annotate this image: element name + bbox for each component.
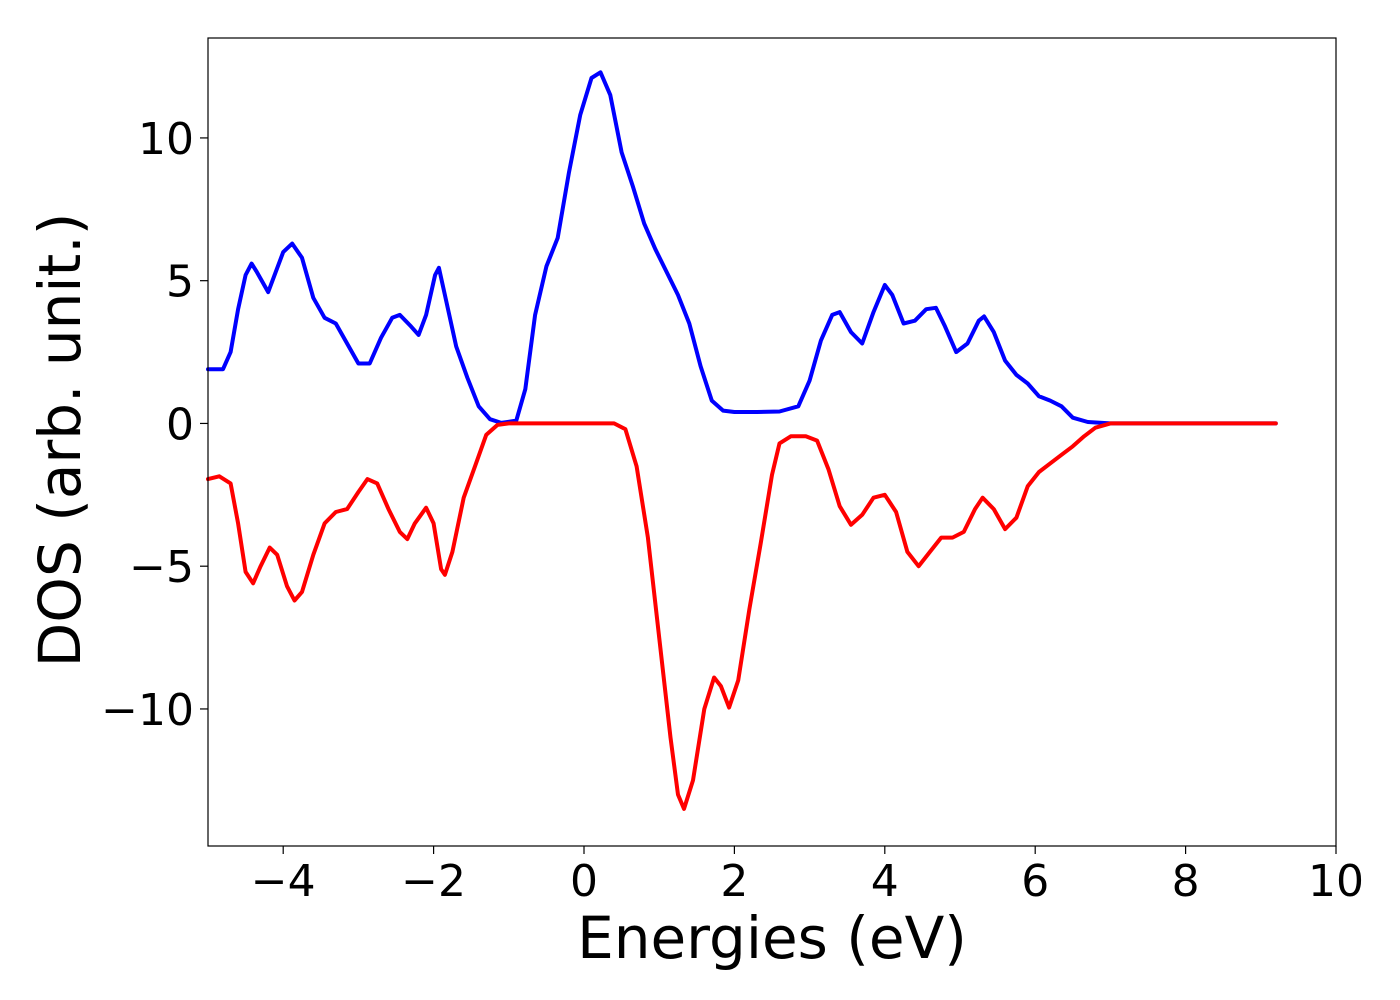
- x-axis-label: Energies (eV): [577, 904, 967, 972]
- x-tick-label: 10: [1308, 856, 1364, 907]
- dos-series-1: [206, 421, 1278, 811]
- y-tick-label: 0: [166, 399, 194, 450]
- y-tick-label: −5: [129, 542, 194, 593]
- plot-frame: [207, 37, 1337, 847]
- x-tick-label: −2: [401, 856, 466, 907]
- x-tick-label: 8: [1172, 856, 1200, 907]
- y-tick-label: 10: [138, 114, 194, 165]
- x-tick-label: −4: [251, 856, 316, 907]
- x-tick-label: 4: [871, 856, 899, 907]
- tick-layer: −4 −2 0 2 4 6 8 10 10 5 0 −5 −10: [101, 114, 1364, 907]
- series-layer: [206, 70, 1278, 811]
- x-tick-label: 2: [720, 856, 748, 907]
- x-tick-label: 6: [1021, 856, 1049, 907]
- y-tick-label: −10: [101, 685, 194, 736]
- y-tick-label: 5: [166, 257, 194, 308]
- dos-series-0: [206, 70, 1278, 426]
- x-tick-label: 0: [570, 856, 598, 907]
- y-axis-label: DOS (arb. unit.): [26, 213, 94, 668]
